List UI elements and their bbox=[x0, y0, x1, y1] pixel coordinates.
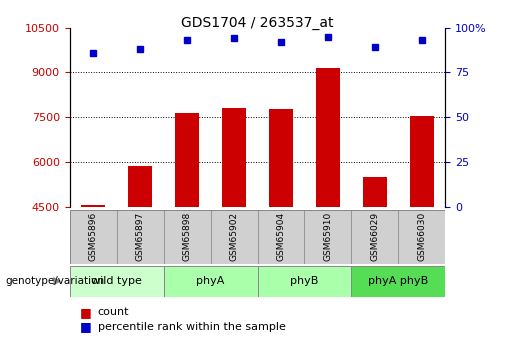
Bar bbox=[211, 210, 258, 264]
Bar bbox=[258, 210, 304, 264]
Text: phyA: phyA bbox=[196, 276, 225, 286]
Bar bbox=[81, 205, 105, 207]
Text: GSM66029: GSM66029 bbox=[370, 211, 380, 261]
Bar bbox=[164, 210, 211, 264]
Bar bbox=[70, 210, 116, 264]
Text: GSM65896: GSM65896 bbox=[89, 211, 97, 261]
Bar bbox=[304, 210, 352, 264]
Text: phyA phyB: phyA phyB bbox=[368, 276, 428, 286]
Text: ■: ■ bbox=[80, 321, 92, 333]
Text: GSM65904: GSM65904 bbox=[277, 211, 285, 261]
Text: percentile rank within the sample: percentile rank within the sample bbox=[98, 322, 286, 332]
Bar bbox=[116, 210, 164, 264]
Text: GSM65910: GSM65910 bbox=[323, 211, 333, 261]
Bar bbox=[316, 68, 340, 207]
Text: GSM66030: GSM66030 bbox=[418, 211, 426, 261]
Bar bbox=[128, 166, 152, 207]
Text: genotype/variation: genotype/variation bbox=[5, 276, 104, 286]
Bar bbox=[352, 210, 399, 264]
Text: GSM65898: GSM65898 bbox=[182, 211, 192, 261]
Bar bbox=[269, 109, 293, 207]
Text: GSM65902: GSM65902 bbox=[230, 211, 238, 261]
Text: ■: ■ bbox=[80, 306, 92, 319]
Bar bbox=[399, 210, 445, 264]
Bar bbox=[363, 177, 387, 207]
Text: wild type: wild type bbox=[91, 276, 142, 286]
Text: phyB: phyB bbox=[290, 276, 319, 286]
Bar bbox=[175, 113, 199, 207]
Bar bbox=[410, 116, 434, 207]
Text: count: count bbox=[98, 307, 129, 317]
Bar bbox=[164, 266, 258, 297]
Bar bbox=[352, 266, 445, 297]
Text: GSM65897: GSM65897 bbox=[135, 211, 145, 261]
Bar bbox=[258, 266, 352, 297]
Text: GDS1704 / 263537_at: GDS1704 / 263537_at bbox=[181, 16, 334, 30]
Bar bbox=[222, 108, 246, 207]
Bar bbox=[70, 266, 164, 297]
